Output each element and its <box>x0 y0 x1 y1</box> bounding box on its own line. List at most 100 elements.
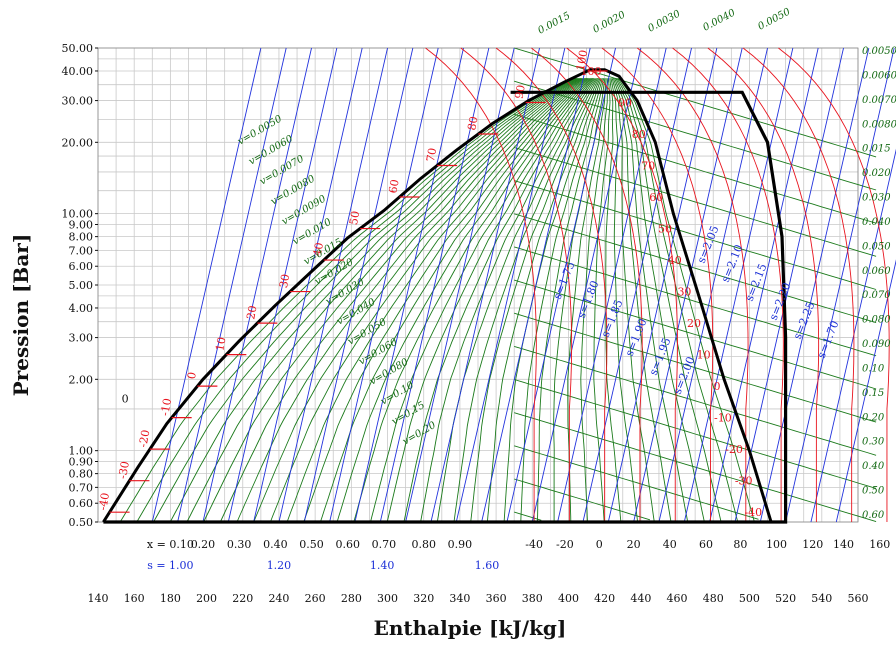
vapor-temp-label: 60 <box>649 191 663 204</box>
temperature-bottom-label: 80 <box>733 538 747 551</box>
vapor-temp-label: 30 <box>677 286 691 299</box>
quality-label: 0.20 <box>191 538 216 551</box>
vapor-temp-label: 40 <box>668 254 682 267</box>
x-tick-label: 320 <box>413 592 434 605</box>
liquid-temp-label: -30 <box>116 460 132 480</box>
vapor-entropy-label: s=2.20 <box>767 281 794 322</box>
vapor-temp-label: 100 <box>580 65 601 78</box>
x-tick-label: 520 <box>775 592 796 605</box>
vapor-temp-label: 50 <box>658 223 672 236</box>
y-tick-label: 2.00 <box>69 373 94 386</box>
y-tick-label: 0.80 <box>69 468 94 481</box>
right-volume-label: 0.090 <box>862 339 891 350</box>
liquid-temp-label: -10 <box>158 397 174 417</box>
right-volume-label: 0.60 <box>862 510 885 521</box>
quality-label: x = 0.10 <box>147 538 194 551</box>
right-volume-label: 0.15 <box>862 388 884 399</box>
vapor-temp-label: 10 <box>697 349 711 362</box>
x-tick-label: 260 <box>305 592 326 605</box>
x-tick-label: 420 <box>594 592 615 605</box>
annotation-label: 0 <box>122 392 129 405</box>
right-volume-label: 0.050 <box>862 241 891 252</box>
x-tick-label: 340 <box>449 592 470 605</box>
vapor-temp-label: -10 <box>714 412 732 425</box>
liquid-temp-label: 50 <box>347 210 362 226</box>
liquid-temp-label: 20 <box>244 304 259 320</box>
vapor-entropy-label: s=2.00 <box>671 355 698 396</box>
y-tick-label: 3.00 <box>69 332 94 345</box>
quality-line <box>204 78 580 522</box>
right-volume-label: 0.40 <box>862 461 885 472</box>
y-axis-title: Pression [Bar] <box>9 234 33 397</box>
x-tick-label: 500 <box>739 592 760 605</box>
entropy-bottom-label: s = 1.00 <box>147 559 193 572</box>
vapor-entropy-label: s=2.15 <box>743 262 770 303</box>
entropy-bottom-label: 1.60 <box>475 559 500 572</box>
x-tick-label: 560 <box>848 592 869 605</box>
liquid-temp-label: 70 <box>424 147 439 163</box>
y-tick-label: 0.90 <box>69 456 94 469</box>
x-tick-label: 280 <box>341 592 362 605</box>
right-volume-label: 0.20 <box>862 412 885 423</box>
right-volume-label: 0.070 <box>862 290 891 301</box>
entropy-bottom-label: 1.20 <box>267 559 292 572</box>
quality-label: 0.30 <box>227 538 252 551</box>
right-volume-label: 0.0070 <box>862 95 896 106</box>
right-volume-label: 0.060 <box>862 266 891 277</box>
quality-label: 0.50 <box>299 538 324 551</box>
inside-volume-label: v=0.20 <box>401 420 438 448</box>
right-volume-label: 0.0080 <box>862 119 896 130</box>
vapor-temp-label: -30 <box>735 475 753 488</box>
temperature-bottom-label: 0 <box>596 538 603 551</box>
vapor-temp-label: -20 <box>725 443 743 456</box>
x-tick-label: 180 <box>160 592 181 605</box>
x-tick-label: 200 <box>196 592 217 605</box>
temperature-bottom-label: 100 <box>766 538 787 551</box>
quality-line <box>594 78 610 522</box>
x-tick-label: 220 <box>232 592 253 605</box>
right-volume-label: 0.030 <box>862 193 891 204</box>
y-tick-label: 9.00 <box>69 219 94 232</box>
entropy-bottom-label: 1.40 <box>370 559 395 572</box>
x-tick-label: 400 <box>558 592 579 605</box>
y-tick-label: 0.70 <box>69 481 94 494</box>
temperature-bottom-label: 40 <box>663 538 677 551</box>
x-tick-label: 300 <box>377 592 398 605</box>
y-tick-label: 6.00 <box>69 260 94 273</box>
inside-volume-label: v=0.15 <box>390 400 427 428</box>
top-volume-label: 0.0050 <box>756 6 793 32</box>
x-tick-label: 140 <box>88 592 109 605</box>
liquid-temp-label: -20 <box>136 429 152 449</box>
right-volume-label: 0.080 <box>862 315 891 326</box>
right-volume-label: 0.30 <box>862 437 885 448</box>
right-volume-label: 0.0050 <box>862 46 896 57</box>
x-tick-label: 460 <box>667 592 688 605</box>
top-volume-label: 0.0030 <box>646 8 683 34</box>
right-volume-label: 0.0060 <box>862 70 896 81</box>
liquid-temp-label: 0 <box>185 371 199 380</box>
vapor-temp-label: 70 <box>641 160 655 173</box>
vapor-temp-label: 90 <box>618 96 632 109</box>
temperature-bottom-label: 140 <box>833 538 854 551</box>
liquid-temp-label: 10 <box>213 336 228 352</box>
right-volume-label: 0.020 <box>862 168 891 179</box>
quality-label: 0.40 <box>263 538 288 551</box>
top-volume-label: 0.0015 <box>536 11 572 37</box>
vapor-entropy-label: s=1.85 <box>599 298 626 339</box>
top-volume-label: 0.0020 <box>591 9 628 35</box>
top-volume-label: 0.0040 <box>701 7 738 33</box>
temperature-bottom-label: 20 <box>627 538 641 551</box>
temperature-bottom-label: -20 <box>556 538 574 551</box>
y-tick-label: 40.00 <box>62 65 94 78</box>
vapor-temp-label: 0 <box>714 380 721 393</box>
vapor-temp-label: 20 <box>687 317 701 330</box>
x-tick-label: 160 <box>124 592 145 605</box>
liquid-temp-label: 80 <box>465 115 480 131</box>
liquid-temp-label: 30 <box>277 273 292 289</box>
quality-line <box>304 78 587 522</box>
y-tick-label: 0.50 <box>69 516 94 529</box>
right-volume-label: 0.040 <box>862 217 891 228</box>
quality-label: 0.60 <box>335 538 360 551</box>
